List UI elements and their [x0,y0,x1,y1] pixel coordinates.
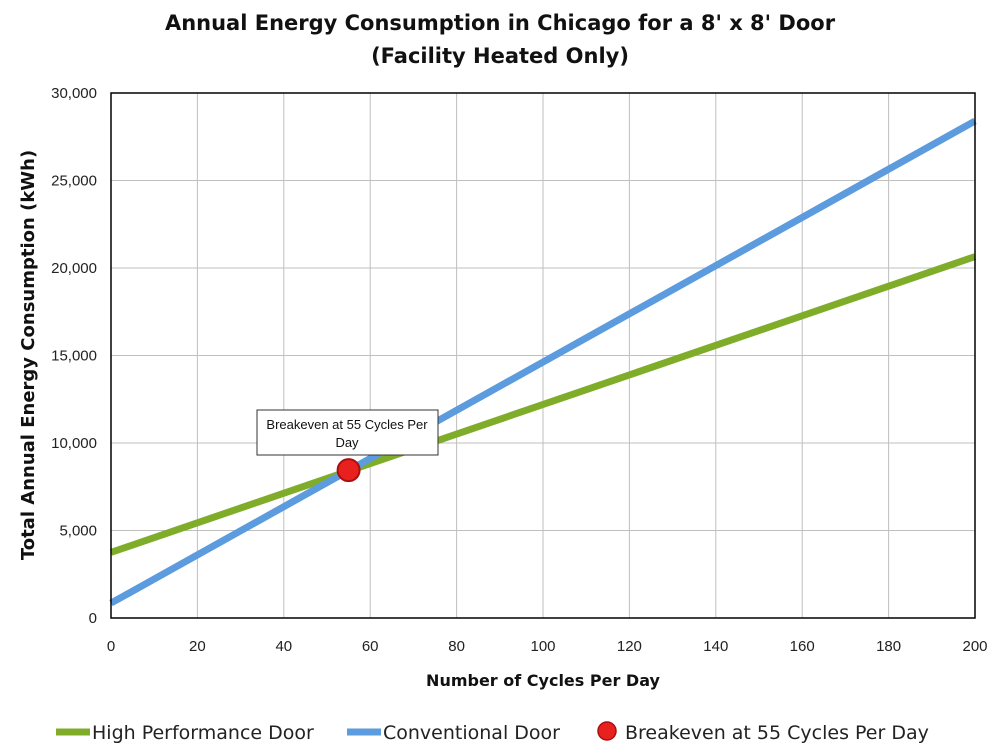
annotation-box [256,409,439,456]
annotation-text-line-1: Breakeven at 55 Cycles Per [266,417,428,432]
y-tick-label: 10,000 [51,435,97,452]
plot-area-border [110,92,976,619]
legend-marker-breakeven [597,721,617,741]
annotation-text-line-2: Day [335,435,359,450]
x-tick-label: 20 [189,638,206,655]
x-axis-label: Number of Cycles Per Day [426,671,660,690]
y-tick-label: 0 [89,610,97,627]
x-tick-label: 0 [107,638,115,655]
series-lines [109,117,977,607]
x-tick-label: 160 [790,638,815,655]
x-tick-label: 60 [362,638,379,655]
breakeven-point [336,458,361,483]
breakeven-annotation: Breakeven at 55 Cycles Per Day [256,409,439,456]
legend-label-high-performance: High Performance Door [92,722,314,744]
x-tick-label: 40 [275,638,292,655]
y-tick-label: 30,000 [51,85,97,102]
y-axis-label: Total Annual Energy Consumption (kWh) [18,150,39,560]
x-tick-label: 80 [448,638,465,655]
legend-label-conventional: Conventional Door [383,722,560,744]
chart-title-line-1: Annual Energy Consumption in Chicago for… [165,11,836,35]
x-tick-label: 140 [703,638,728,655]
y-tick-label: 20,000 [51,260,97,277]
y-tick-label: 15,000 [51,348,97,365]
gridlines [110,92,976,619]
series-line-conventional [109,117,977,607]
x-tick-label: 120 [617,638,642,655]
legend: High Performance Door Conventional Door … [56,721,929,744]
y-tick-label: 25,000 [51,173,97,190]
x-tick-label: 200 [962,638,987,655]
y-tick-labels: 0 5,000 10,000 15,000 20,000 25,000 30,000 [51,85,97,627]
x-tick-label: 180 [876,638,901,655]
chart-title-line-2: (Facility Heated Only) [371,44,629,68]
x-tick-label: 100 [530,638,555,655]
y-tick-label: 5,000 [59,523,97,540]
breakeven-points [336,458,361,483]
series-line-high-performance [109,253,977,556]
legend-label-breakeven: Breakeven at 55 Cycles Per Day [625,722,929,744]
x-tick-labels: 0 20 40 60 80 100 120 140 160 180 200 [107,638,988,655]
